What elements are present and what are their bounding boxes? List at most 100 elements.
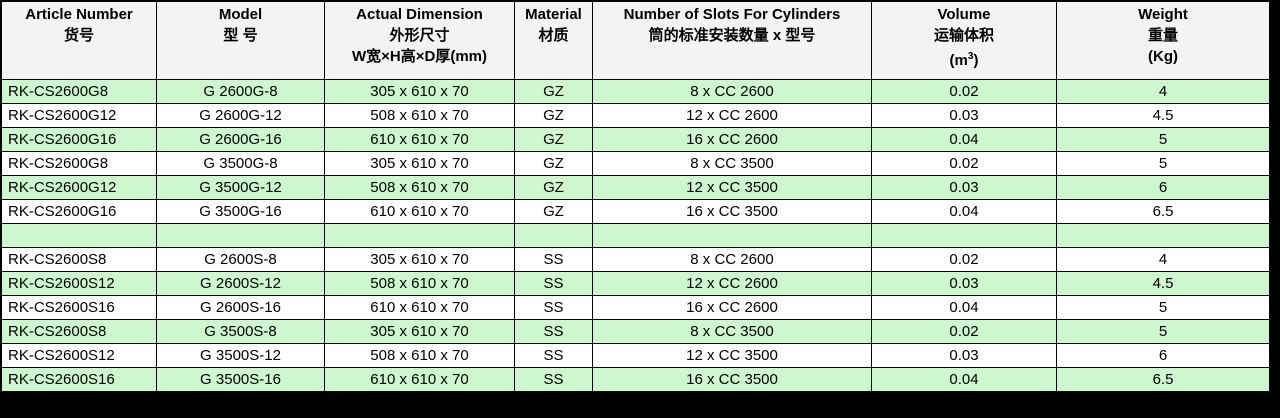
header-line: W宽×H高×D厚(mm) (351, 48, 487, 65)
header-line: 筒的标准安装数量 x 型号 (648, 27, 816, 44)
spacer-row (1, 223, 1270, 248)
header-cell: Material 材质 (514, 1, 593, 80)
cell: SS (514, 367, 593, 392)
cell: 610 x 610 x 70 (324, 199, 515, 224)
empty-cell (1, 223, 157, 248)
data-row: RK-CS2600G12 G 2600G-12 508 x 610 x 70 GZ 12… (1, 103, 1270, 128)
cell: RK-CS2600G8 (1, 151, 157, 176)
data-row: RK-CS2600S8 G 2600S-8 305 x 610 x 70 SS 8 x … (1, 247, 1270, 272)
empty-cell (156, 223, 325, 248)
header-line: 材质 (538, 27, 569, 44)
cell: GZ (514, 79, 593, 104)
cell: 610 x 610 x 70 (324, 295, 515, 320)
cell: G 2600S-12 (156, 271, 325, 296)
header-unit: (m3) (876, 46, 1052, 71)
cell: 5 (1056, 127, 1270, 152)
header-line: 型 号 (223, 27, 258, 44)
data-row: RK-CS2600G16 G 3500G-16 610 x 610 x 70 GZ 16… (1, 199, 1270, 224)
empty-cell (324, 223, 515, 248)
cell: G 3500S-12 (156, 343, 325, 368)
cell: 305 x 610 x 70 (324, 79, 515, 104)
cell: 305 x 610 x 70 (324, 247, 515, 272)
cell: 6.5 (1056, 367, 1270, 392)
cell: 0.03 (871, 103, 1057, 128)
cell: 305 x 610 x 70 (324, 151, 515, 176)
data-row: RK-CS2600S12 G 2600S-12 508 x 610 x 70 SS 12… (1, 271, 1270, 296)
cell: RK-CS2600S8 (1, 319, 157, 344)
header-line: Model (218, 6, 263, 23)
unit-superscript: 3 (967, 51, 974, 62)
cell: G 3500G-16 (156, 199, 325, 224)
product-table: Article Number 货号 Model 型 号 Actual Dimension… (1, 1, 1270, 392)
cell: 8 x CC 3500 (592, 151, 872, 176)
empty-cell (1056, 223, 1270, 248)
cell: 508 x 610 x 70 (324, 343, 515, 368)
cell: RK-CS2600S16 (1, 367, 157, 392)
header-cell: Number of Slots For Cylinders 筒的标准安装数量 x … (592, 1, 872, 80)
cell: 5 (1056, 319, 1270, 344)
empty-cell (871, 223, 1057, 248)
cell: 0.03 (871, 175, 1057, 200)
cell: SS (514, 295, 593, 320)
table-body: RK-CS2600G8 G 2600G-8 305 x 610 x 70 GZ 8 x … (1, 79, 1270, 392)
cell: RK-CS2600S8 (1, 247, 157, 272)
cell: 610 x 610 x 70 (324, 127, 515, 152)
cell: SS (514, 271, 593, 296)
data-row: RK-CS2600S8 G 3500S-8 305 x 610 x 70 SS 8 x … (1, 319, 1270, 344)
header-row: Article Number 货号 Model 型 号 Actual Dimension… (1, 1, 1270, 80)
cell: 12 x CC 2600 (592, 103, 872, 128)
cell: G 3500S-8 (156, 319, 325, 344)
header-cell: Weight 重量 (Kg) (1056, 1, 1270, 80)
data-row: RK-CS2600S16 G 3500S-16 610 x 610 x 70 SS 16… (1, 367, 1270, 392)
header-line: 外形尺寸 (389, 27, 450, 44)
cell: G 3500G-12 (156, 175, 325, 200)
cell: 4 (1056, 79, 1270, 104)
empty-cell (592, 223, 872, 248)
header-cell: Actual Dimension 外形尺寸 W宽×H高×D厚(mm) (324, 1, 515, 80)
cell: 0.02 (871, 319, 1057, 344)
data-row: RK-CS2600G8 G 3500G-8 305 x 610 x 70 GZ 8 x … (1, 151, 1270, 176)
cell: RK-CS2600G16 (1, 199, 157, 224)
data-row: RK-CS2600S16 G 2600S-16 610 x 610 x 70 SS 16… (1, 295, 1270, 320)
cell: 0.02 (871, 151, 1057, 176)
cell: SS (514, 343, 593, 368)
header-line: 货号 (63, 27, 94, 44)
cell: 12 x CC 3500 (592, 175, 872, 200)
cell: GZ (514, 127, 593, 152)
header-line: Volume (937, 6, 991, 23)
cell: G 2600S-8 (156, 247, 325, 272)
cell: RK-CS2600G12 (1, 103, 157, 128)
cell: G 3500G-8 (156, 151, 325, 176)
cell: 0.04 (871, 295, 1057, 320)
header-cell: Model 型 号 (156, 1, 325, 80)
cell: 305 x 610 x 70 (324, 319, 515, 344)
cell: 16 x CC 2600 (592, 127, 872, 152)
data-row: RK-CS2600G12 G 3500G-12 508 x 610 x 70 GZ 12… (1, 175, 1270, 200)
empty-cell (514, 223, 593, 248)
cell: 0.03 (871, 271, 1057, 296)
cell: 16 x CC 3500 (592, 199, 872, 224)
header-line: 运输体积 (933, 27, 994, 44)
cell: 8 x CC 2600 (592, 247, 872, 272)
cell: 4.5 (1056, 103, 1270, 128)
data-row: RK-CS2600S12 G 3500S-12 508 x 610 x 70 SS 12… (1, 343, 1270, 368)
cell: 508 x 610 x 70 (324, 103, 515, 128)
cell: RK-CS2600S12 (1, 271, 157, 296)
cell: G 2600G-8 (156, 79, 325, 104)
cell: 508 x 610 x 70 (324, 271, 515, 296)
cell: 0.03 (871, 343, 1057, 368)
cell: G 3500S-16 (156, 367, 325, 392)
cell: 16 x CC 3500 (592, 367, 872, 392)
cell: 12 x CC 3500 (592, 343, 872, 368)
cell: 5 (1056, 295, 1270, 320)
cell: RK-CS2600G16 (1, 127, 157, 152)
cell: 6 (1056, 343, 1270, 368)
cell: RK-CS2600S16 (1, 295, 157, 320)
header-cell: Article Number 货号 (1, 1, 157, 80)
cell: 8 x CC 3500 (592, 319, 872, 344)
cell: 12 x CC 2600 (592, 271, 872, 296)
header-line: Article Number (25, 6, 133, 23)
header-line: Material (525, 6, 582, 23)
cell: GZ (514, 103, 593, 128)
